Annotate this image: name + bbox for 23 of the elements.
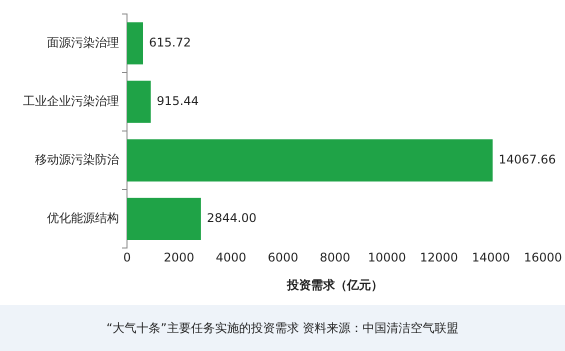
text: “大气十条”主要任务实施的投资需求 资料来源：中国清洁空气联盟: [106, 320, 459, 336]
x-tick-label: 16000: [524, 250, 562, 265]
y-tick-label: 面源污染治理: [47, 35, 119, 50]
bar: [127, 80, 151, 123]
bar: [127, 198, 201, 240]
x-tick-label: 10000: [368, 250, 406, 265]
x-tick-label: 4000: [216, 250, 246, 265]
x-tick-label: 14000: [472, 250, 510, 265]
y-tick-label: 工业企业污染治理: [23, 94, 119, 108]
x-tick-label: 2000: [164, 250, 194, 265]
data-label: 2844.00: [206, 211, 257, 226]
bar: [127, 22, 144, 64]
y-tick-label: 移动源污染防治: [35, 152, 119, 166]
data-label: 14067.66: [498, 152, 556, 166]
x-axis-title: 投资需求（亿元）: [286, 278, 383, 292]
y-tick-label: 优化能源结构: [47, 211, 119, 226]
x-tick-label: 12000: [420, 250, 458, 265]
data-label: 915.44: [156, 94, 199, 108]
x-tick-label: 0: [123, 250, 131, 265]
x-tick-label: 8000: [320, 250, 350, 265]
x-tick-label: 6000: [268, 250, 298, 265]
bar: [127, 139, 493, 182]
data-label: 615.72: [149, 35, 192, 50]
